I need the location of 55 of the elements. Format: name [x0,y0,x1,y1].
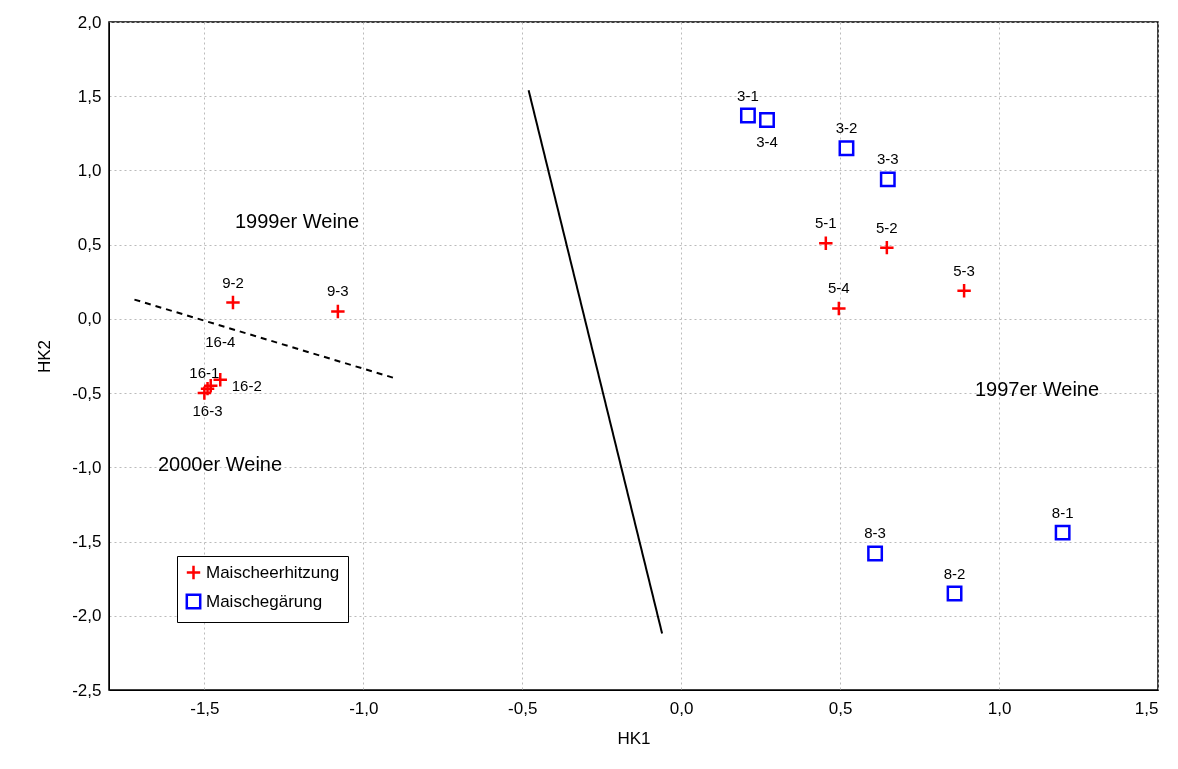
data-label: 5-3 [953,261,975,279]
point [946,585,963,602]
data-label: 3-4 [756,132,778,150]
x-tick-label: 1,5 [1134,698,1159,718]
point [879,171,896,188]
data-label: 16-2 [231,376,262,394]
point [739,107,756,124]
y-tick-label: 0,0 [77,309,102,329]
data-label: 9-3 [327,282,349,300]
x-tick-label: 0,0 [669,698,694,718]
point [838,140,855,157]
data-label: 8-1 [1051,503,1074,521]
x-tick-label: 1,0 [987,698,1012,718]
point [817,235,834,252]
legend-label: Maischegärung [206,591,323,611]
point [1054,524,1071,541]
data-label: 8-2 [943,564,966,582]
y-tick-label: -0,5 [72,383,102,403]
annotation: 1999er Weine [234,210,360,232]
point [329,303,346,320]
y-axis-title: HK2 [35,339,55,374]
point [225,294,241,311]
x-tick-label: -1,0 [349,698,379,718]
data-label: 16-4 [205,332,236,350]
data-label: 5-1 [814,214,837,232]
y-tick-label: -2,0 [72,606,102,626]
point [830,300,847,317]
x-tick-label: -0,5 [508,698,538,718]
data-label: 5-2 [876,218,898,236]
annotation: 1997er Weine [974,378,1100,400]
data-label: 8-3 [864,524,886,542]
data-label: 16-1 [189,364,220,382]
x-axis-title: HK1 [617,728,651,748]
y-tick-label: 1,5 [77,86,102,106]
data-label: 5-4 [828,279,850,297]
y-tick-label: -1,5 [72,532,102,552]
point [867,545,884,562]
point [759,112,775,128]
y-tick-label: 0,5 [77,235,102,255]
data-label: 3-3 [876,150,899,168]
data-label: 3-2 [835,119,858,137]
annotation: 2000er Weine [157,453,283,475]
y-tick-label: -2,5 [72,680,102,700]
y-tick-label: 2,0 [77,12,102,32]
point [956,282,973,299]
data-label: 3-1 [737,86,759,104]
data-label: 9-2 [222,273,244,291]
point [878,239,895,256]
x-tick-label: 0,5 [828,698,853,718]
y-tick-label: 1,0 [77,160,102,180]
point [196,385,213,402]
x-tick-label: -1,5 [190,698,220,718]
y-tick-label: -1,0 [72,457,102,477]
data-label: 16-3 [192,401,223,419]
legend-label: Maischeerhitzung [206,562,340,582]
